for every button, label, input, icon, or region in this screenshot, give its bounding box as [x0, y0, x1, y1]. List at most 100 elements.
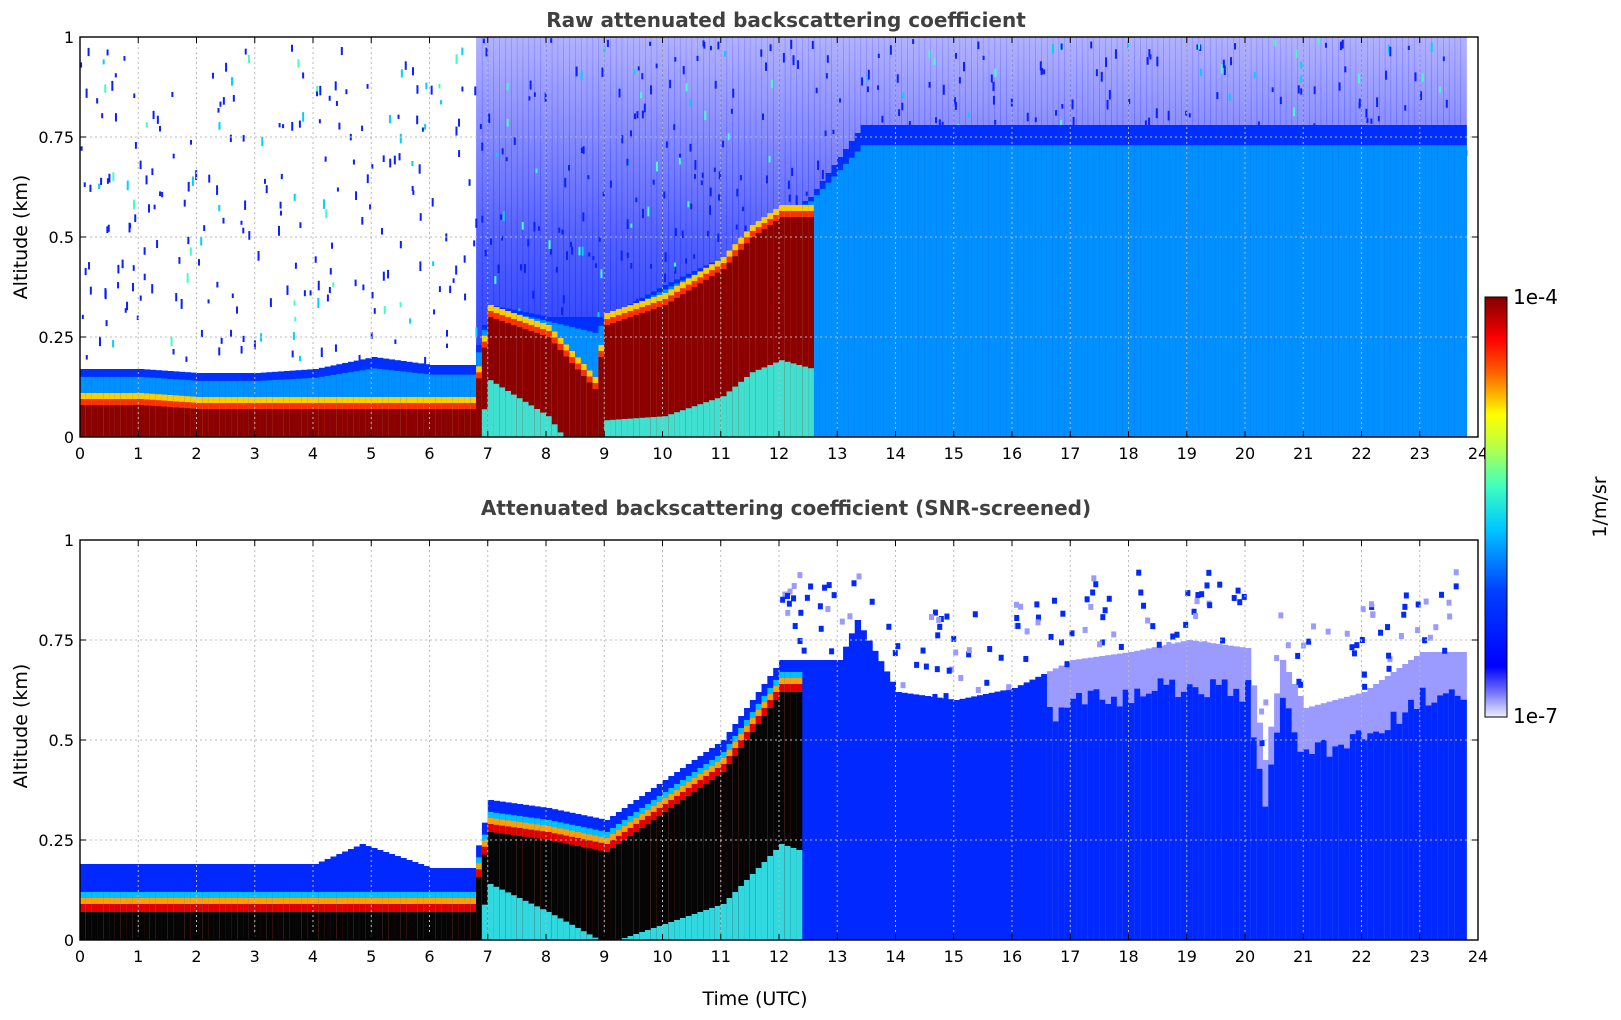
signal-column	[1081, 145, 1089, 438]
noise-speckle	[220, 337, 223, 344]
noise-speckle	[1039, 61, 1042, 71]
signal-column	[464, 912, 471, 940]
signal-speckle	[1354, 642, 1360, 649]
noise-speckle	[463, 255, 466, 263]
signal-column	[1297, 145, 1304, 438]
noise-speckle	[187, 236, 190, 245]
x-tick-label: 12	[769, 444, 789, 463]
signal-column	[1419, 145, 1427, 438]
noise-speckle	[1404, 105, 1407, 111]
signal-column	[406, 409, 413, 437]
noise-speckle	[1026, 112, 1029, 122]
signal-column	[318, 912, 326, 940]
noise-speckle	[180, 299, 183, 309]
noise-speckle	[1060, 120, 1063, 130]
signal-column	[371, 409, 378, 437]
signal-column	[446, 912, 454, 940]
signal-column	[662, 305, 669, 437]
noise-speckle	[412, 190, 415, 195]
signal-column	[441, 912, 448, 940]
signal-column	[668, 301, 675, 437]
signal-column	[714, 776, 722, 940]
signal-column	[569, 363, 576, 437]
noise-speckle	[537, 226, 540, 231]
x-tick-label: 14	[885, 444, 905, 463]
signal-column	[825, 660, 832, 940]
signal-column	[1099, 145, 1106, 438]
noise-speckle	[299, 222, 302, 228]
signal-column	[534, 333, 541, 437]
noise-speckle	[928, 50, 931, 59]
noise-speckle	[211, 72, 214, 79]
signal-column	[1349, 145, 1357, 438]
noise-speckle	[727, 133, 730, 140]
x-tick-label: 13	[827, 444, 847, 463]
noise-speckle	[1300, 88, 1303, 95]
signal-column	[114, 405, 122, 437]
signal-column	[866, 145, 873, 438]
noise-speckle	[694, 160, 697, 170]
noise-speckle	[496, 152, 499, 157]
signal-speckle	[1174, 631, 1180, 638]
grid	[80, 37, 1478, 437]
noise-speckle	[369, 204, 372, 210]
signal-speckle	[1051, 597, 1057, 604]
signal-column	[219, 409, 227, 437]
signal-column	[720, 904, 728, 940]
noise-speckle	[185, 356, 188, 362]
noise-speckle	[866, 86, 869, 93]
x-tick-label: 4	[308, 444, 318, 463]
signal-column	[1116, 706, 1124, 940]
noise-speckle	[217, 107, 220, 113]
signal-column	[907, 145, 914, 438]
signal-speckle	[797, 572, 803, 579]
x-tick-label: 17	[1060, 444, 1080, 463]
signal-speckle	[1202, 641, 1208, 648]
y-tick-label: 1	[64, 28, 74, 47]
noise-speckle	[769, 44, 772, 52]
noise-speckle	[430, 85, 433, 95]
noise-speckle	[1146, 56, 1149, 65]
signal-column	[126, 912, 133, 940]
noise-speckle	[373, 308, 376, 314]
chart-title: Attenuated backscattering coefficient (S…	[481, 496, 1091, 520]
noise-speckle	[992, 81, 995, 92]
noise-speckle	[533, 92, 536, 97]
signal-column	[790, 363, 797, 437]
noise-speckle	[329, 268, 332, 275]
signal-speckle	[1263, 699, 1269, 706]
signal-speckle	[936, 616, 942, 623]
noise-speckle	[963, 61, 966, 72]
noise-speckle	[626, 219, 629, 229]
noise-column	[726, 37, 733, 437]
noise-speckle	[112, 172, 115, 182]
y-tick-label: 0.5	[49, 228, 74, 247]
noise-speckle	[580, 147, 583, 154]
signal-column	[895, 692, 902, 940]
signal-speckle	[851, 580, 857, 587]
noise-speckle	[500, 214, 503, 220]
noise-speckle	[580, 70, 583, 81]
noise-speckle	[419, 213, 422, 221]
noise-speckle	[1377, 115, 1380, 122]
signal-column	[878, 661, 885, 940]
noise-speckle	[455, 265, 458, 275]
signal-column	[1116, 145, 1124, 438]
signal-speckle	[804, 594, 810, 601]
noise-speckle	[1199, 44, 1202, 51]
signal-speckle	[1013, 601, 1019, 608]
signal-column	[1384, 730, 1392, 940]
x-tick-label: 0	[75, 947, 85, 966]
signal-speckle	[1362, 683, 1368, 690]
signal-column	[429, 409, 436, 437]
x-tick-label: 9	[599, 947, 609, 966]
signal-column	[942, 698, 949, 940]
x-tick-label: 1	[133, 947, 143, 966]
signal-column	[674, 804, 681, 940]
signal-column	[1355, 145, 1362, 438]
signal-column	[505, 391, 512, 437]
noise-speckle	[83, 182, 86, 187]
signal-column	[1396, 145, 1403, 438]
noise-speckle	[953, 97, 956, 105]
